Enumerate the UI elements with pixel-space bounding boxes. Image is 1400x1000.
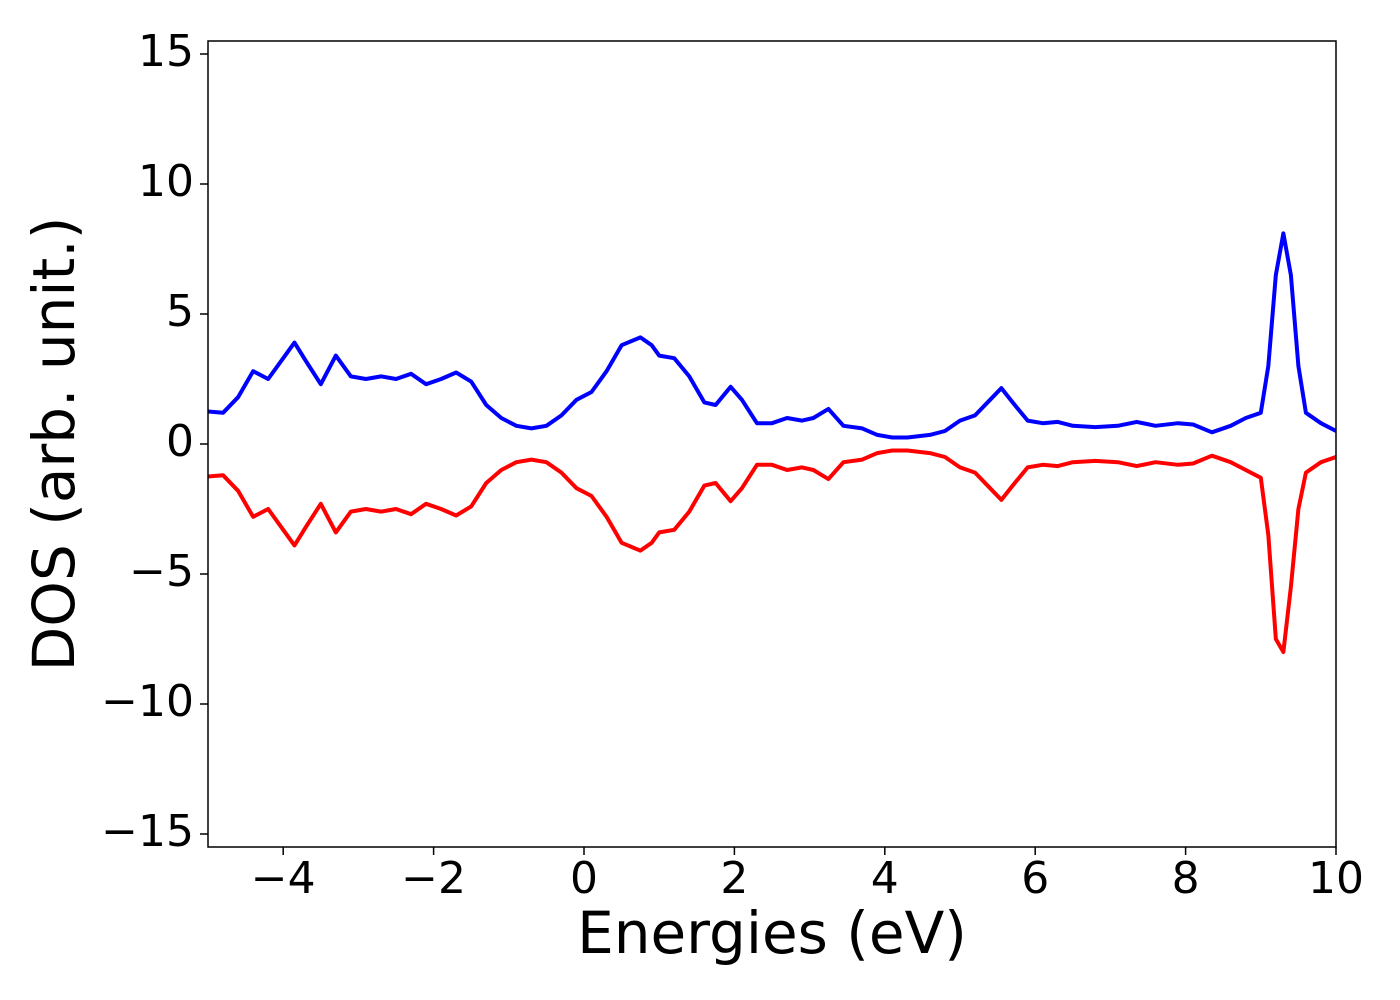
y-tick-label: 5	[166, 286, 194, 337]
y-tick-label: 15	[138, 26, 194, 77]
x-tick-label: 8	[1172, 853, 1200, 904]
series-line	[208, 231, 1336, 440]
series-line	[208, 448, 1336, 654]
y-tick-label: −15	[101, 806, 194, 857]
x-tick-label: −4	[251, 853, 316, 904]
y-tick-label: 10	[138, 156, 194, 207]
x-tick-label: 0	[570, 853, 598, 904]
y-tick-label: −10	[101, 676, 194, 727]
plot-frame	[207, 40, 1337, 848]
y-tick-label: 0	[166, 416, 194, 467]
x-axis-label: Energies (eV)	[577, 899, 967, 967]
x-tick-label: 4	[871, 853, 899, 904]
x-tick-label: −2	[401, 853, 466, 904]
x-tick-label: 10	[1308, 853, 1364, 904]
y-tick-label: −5	[129, 546, 194, 597]
x-tick-label: 2	[720, 853, 748, 904]
y-axis-label: DOS (arb. unit.)	[20, 217, 88, 672]
x-tick-label: 6	[1021, 853, 1049, 904]
